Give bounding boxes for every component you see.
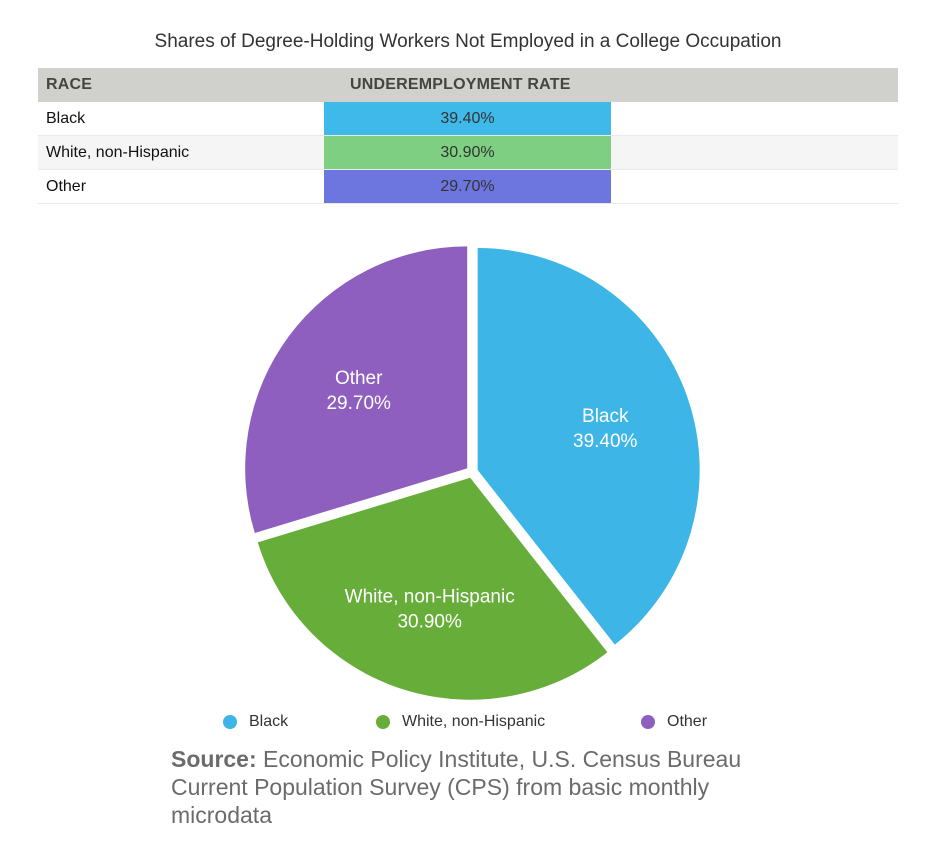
rate-cell: 30.90% <box>324 135 611 170</box>
legend-swatch <box>223 715 237 729</box>
column-header-rate: UNDEREMPLOYMENT RATE <box>324 68 898 102</box>
slice-value-label: 39.40% <box>573 431 638 452</box>
legend-item-black: Black <box>223 713 288 731</box>
source-prefix: Source: <box>171 746 257 772</box>
legend-label: Black <box>249 713 289 730</box>
slice-label: White, non-Hispanic <box>345 587 515 608</box>
pie-chart: Black 39.40% White, non-Hispanic 30.90% Othe… <box>245 246 700 700</box>
pie-slice-white-non-hispanic <box>257 477 608 700</box>
rate-cell: 29.70% <box>324 169 611 204</box>
column-header-race: RACE <box>38 68 324 102</box>
slice-value-label: 30.90% <box>397 612 462 633</box>
chart-title: Shares of Degree-Holding Workers Not Emp… <box>154 31 782 52</box>
race-cell: Other <box>38 169 324 204</box>
table-row: White, non-Hispanic 30.90% <box>38 135 898 170</box>
filler-cell <box>611 102 898 136</box>
pie-slice-black <box>477 248 700 645</box>
data-table: RACE UNDEREMPLOYMENT RATE Black 39.40% W… <box>38 68 898 204</box>
legend: Black White, non-Hispanic Other <box>0 713 936 737</box>
source-text: Economic Policy Institute, U.S. Census B… <box>171 746 742 828</box>
race-cell: White, non-Hispanic <box>38 135 324 170</box>
pie-slice-other <box>245 246 468 534</box>
legend-swatch <box>376 715 390 729</box>
slice-value-label: 29.70% <box>326 393 391 414</box>
table-header-row: RACE UNDEREMPLOYMENT RATE <box>38 68 898 102</box>
table-row: Other 29.70% <box>38 169 898 204</box>
legend-item-white: White, non-Hispanic <box>376 713 545 731</box>
legend-label: Other <box>667 713 708 730</box>
source-note: Source: Economic Policy Institute, U.S. … <box>171 745 791 829</box>
slice-label: Other <box>335 368 383 389</box>
legend-label: White, non-Hispanic <box>402 713 546 730</box>
race-cell: Black <box>38 102 324 136</box>
table-row: Black 39.40% <box>38 102 898 136</box>
filler-cell <box>611 169 898 204</box>
filler-cell <box>611 135 898 170</box>
legend-item-other: Other <box>641 713 707 731</box>
legend-swatch <box>641 715 655 729</box>
slice-label: Black <box>582 406 629 427</box>
rate-cell: 39.40% <box>324 102 611 136</box>
